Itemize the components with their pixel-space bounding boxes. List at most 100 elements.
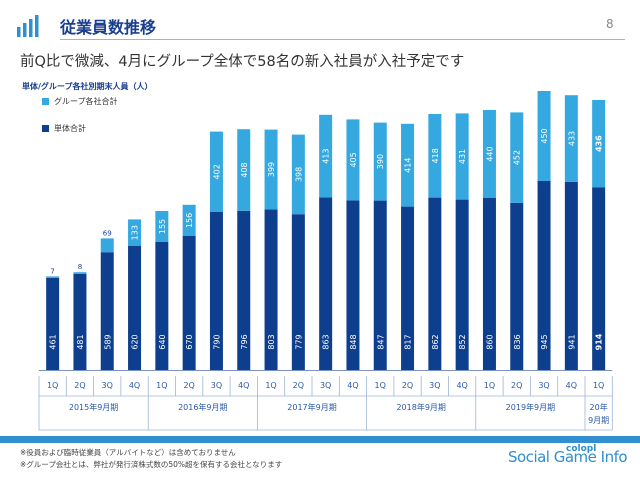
- group-label-4: 2019年9月期: [506, 402, 555, 412]
- footer-band: [0, 436, 640, 443]
- group-label-5-a: 20年: [590, 402, 608, 412]
- group-label-2: 2017年9月期: [287, 402, 336, 412]
- label-light-0: 7: [50, 267, 54, 275]
- y-axis-title: 単体/グループ各社別期末人員（人）: [22, 81, 152, 91]
- category-label-6: 3Q: [211, 381, 222, 390]
- category-label-16: 1Q: [484, 381, 495, 390]
- bar-light-2: [100, 238, 114, 253]
- bar-light-17: [510, 112, 524, 203]
- bar-light-7: [237, 129, 251, 211]
- bar-dark-1: [73, 273, 87, 370]
- bar-light-1: [73, 272, 87, 274]
- bar-dark-14: [428, 197, 442, 370]
- bar-dark-8: [264, 209, 278, 370]
- label-dark-7: 796: [240, 334, 249, 349]
- label-dark-18: 945: [540, 334, 549, 349]
- bar-dark-12: [373, 200, 387, 370]
- label-dark-15: 852: [458, 334, 467, 349]
- bar-chart-icon: [17, 15, 39, 37]
- watermark: Social Game Info: [508, 448, 628, 466]
- category-label-12: 1Q: [375, 381, 386, 390]
- legend-swatch-1: [42, 125, 49, 132]
- label-light-16: 440: [485, 146, 494, 161]
- label-dark-17: 836: [513, 334, 522, 349]
- category-label-18: 3Q: [538, 381, 549, 390]
- page-number: 8: [606, 17, 614, 31]
- bar-dark-18: [537, 181, 551, 370]
- label-light-11: 405: [349, 152, 358, 167]
- bar-light-8: [264, 129, 278, 210]
- bar-light-3: [128, 219, 142, 246]
- label-light-14: 418: [431, 148, 440, 163]
- category-label-19: 4Q: [566, 381, 577, 390]
- bar-dark-2: [100, 252, 114, 370]
- bar-light-20: [592, 100, 606, 188]
- label-light-3: 133: [131, 225, 140, 240]
- label-light-9: 398: [294, 167, 303, 182]
- label-light-17: 452: [513, 150, 522, 165]
- label-dark-10: 863: [322, 334, 331, 349]
- label-dark-16: 860: [485, 334, 494, 349]
- label-dark-20: 914: [595, 333, 604, 350]
- bar-dark-15: [455, 199, 469, 370]
- category-label-2: 3Q: [102, 381, 113, 390]
- category-label-5: 2Q: [183, 381, 194, 390]
- label-dark-9: 779: [294, 334, 303, 349]
- category-label-4: 1Q: [156, 381, 167, 390]
- bar-dark-11: [346, 200, 360, 370]
- label-light-10: 413: [322, 148, 331, 163]
- label-dark-2: 589: [103, 334, 112, 349]
- label-dark-6: 790: [212, 334, 221, 349]
- bar-light-9: [291, 134, 305, 215]
- bar-dark-17: [510, 202, 524, 370]
- label-light-19: 433: [567, 131, 576, 146]
- bar-light-5: [182, 204, 196, 236]
- bar-light-10: [319, 114, 333, 198]
- label-dark-4: 640: [158, 334, 167, 349]
- category-label-17: 2Q: [511, 381, 522, 390]
- bar-light-14: [428, 114, 442, 198]
- logo: colopl: [566, 444, 597, 454]
- label-dark-13: 817: [404, 334, 413, 349]
- label-dark-5: 670: [185, 334, 194, 349]
- label-light-7: 408: [240, 162, 249, 177]
- bar-light-11: [346, 119, 360, 201]
- label-dark-12: 847: [376, 334, 385, 349]
- bar-dark-13: [401, 206, 415, 370]
- category-label-1: 2Q: [74, 381, 85, 390]
- page-title: 従業員数推移: [60, 18, 157, 37]
- footnote-2: ※グループ会社とは、弊社が発行済株式数の50%超を保有する会社となります: [20, 460, 283, 469]
- bar-dark-9: [291, 214, 305, 370]
- label-dark-1: 481: [76, 334, 85, 349]
- legend-label-0: グループ各社合計: [54, 96, 118, 106]
- bar-light-16: [482, 110, 496, 198]
- bar-dark-16: [482, 198, 496, 370]
- bar-light-13: [401, 123, 415, 207]
- bar-light-12: [373, 122, 387, 201]
- bar-dark-19: [564, 181, 578, 370]
- bar-dark-6: [209, 212, 223, 370]
- bar-light-15: [455, 113, 469, 200]
- label-dark-14: 862: [431, 334, 440, 349]
- category-label-15: 4Q: [456, 381, 467, 390]
- bar-light-6: [209, 131, 223, 212]
- label-dark-11: 848: [349, 334, 358, 349]
- label-dark-19: 941: [567, 334, 576, 349]
- bar-light-19: [564, 95, 578, 182]
- label-light-18: 450: [540, 128, 549, 143]
- label-dark-8: 803: [267, 334, 276, 349]
- category-label-7: 4Q: [238, 381, 249, 390]
- label-light-13: 414: [404, 158, 413, 173]
- category-label-13: 2Q: [402, 381, 413, 390]
- group-label-0: 2015年9月期: [69, 402, 118, 412]
- bar-dark-0: [46, 277, 60, 370]
- label-light-6: 402: [212, 164, 221, 179]
- legend-label-1: 単体合計: [54, 123, 86, 133]
- bar-dark-4: [155, 242, 169, 370]
- category-label-9: 2Q: [293, 381, 304, 390]
- bar-dark-5: [182, 236, 196, 370]
- label-light-5: 156: [185, 213, 194, 228]
- legend-swatch-0: [42, 98, 49, 105]
- bar-dark-20: [592, 187, 606, 370]
